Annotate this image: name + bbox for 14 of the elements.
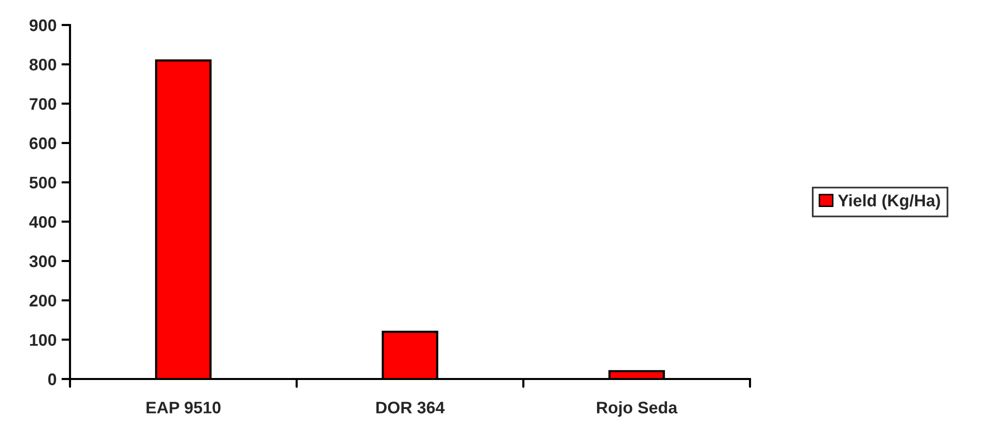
y-tick-label: 0 <box>48 373 56 386</box>
y-tick-label: 700 <box>30 98 56 110</box>
legend-label: Yield (Kg/Ha) <box>838 194 940 210</box>
x-tick-label: EAP 9510 <box>146 402 220 414</box>
y-tick-label: 600 <box>30 137 56 150</box>
y-tick-label: 900 <box>30 19 56 32</box>
y-tick-label: 800 <box>30 58 56 71</box>
y-tick-label: 300 <box>29 255 56 268</box>
y-tick-label: 500 <box>30 176 56 189</box>
y-tick-label: 400 <box>29 216 56 228</box>
x-tick-label: DOR 364 <box>376 402 445 414</box>
y-tick-label: 100 <box>30 334 56 346</box>
y-tick-label: 200 <box>30 294 56 307</box>
x-tick-label: Rojo Seda <box>597 401 678 417</box>
